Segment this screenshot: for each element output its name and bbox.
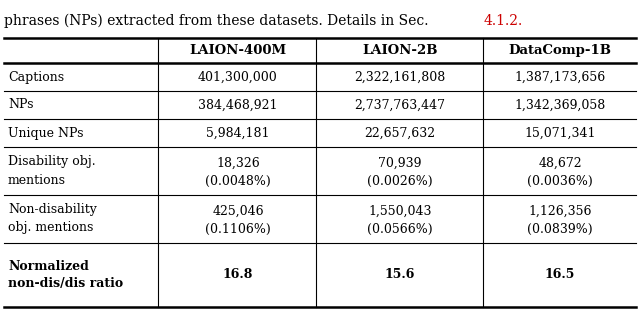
Text: NPs: NPs [8, 99, 33, 111]
Text: (0.0036%): (0.0036%) [527, 174, 593, 188]
Text: LAION-400M: LAION-400M [189, 44, 287, 57]
Text: 1,342,369,058: 1,342,369,058 [515, 99, 605, 111]
Text: 1,387,173,656: 1,387,173,656 [515, 71, 605, 84]
Text: Disability obj.
mentions: Disability obj. mentions [8, 155, 95, 187]
Text: 16.5: 16.5 [545, 269, 575, 281]
Text: 15.6: 15.6 [385, 269, 415, 281]
Text: 425,046: 425,046 [212, 204, 264, 217]
Text: 5,984,181: 5,984,181 [206, 126, 269, 139]
Text: Captions: Captions [8, 71, 64, 84]
Text: Unique NPs: Unique NPs [8, 126, 83, 139]
Text: 48,672: 48,672 [538, 157, 582, 169]
Text: 1,550,043: 1,550,043 [368, 204, 432, 217]
Text: Normalized
non-dis/dis ratio: Normalized non-dis/dis ratio [8, 260, 123, 290]
Text: 70,939: 70,939 [378, 157, 422, 169]
Text: (0.0048%): (0.0048%) [205, 174, 271, 188]
Text: LAION-2B: LAION-2B [362, 44, 438, 57]
Text: 15,071,341: 15,071,341 [524, 126, 596, 139]
Text: 18,326: 18,326 [216, 157, 260, 169]
Text: Non-disability
obj. mentions: Non-disability obj. mentions [8, 203, 97, 235]
Text: phrases (NPs) extracted from these datasets. Details in Sec.: phrases (NPs) extracted from these datas… [4, 14, 433, 28]
Text: 401,300,000: 401,300,000 [198, 71, 278, 84]
Text: (0.0839%): (0.0839%) [527, 222, 593, 236]
Text: 384,468,921: 384,468,921 [198, 99, 278, 111]
Text: 2,322,161,808: 2,322,161,808 [355, 71, 445, 84]
Text: DataComp-1B: DataComp-1B [509, 44, 611, 57]
Text: (0.0566%): (0.0566%) [367, 222, 433, 236]
Text: (0.0026%): (0.0026%) [367, 174, 433, 188]
Text: 16.8: 16.8 [223, 269, 253, 281]
Text: 4.1.2.: 4.1.2. [484, 14, 524, 28]
Text: 22,657,632: 22,657,632 [364, 126, 436, 139]
Text: 2,737,763,447: 2,737,763,447 [355, 99, 445, 111]
Text: 1,126,356: 1,126,356 [528, 204, 592, 217]
Text: (0.1106%): (0.1106%) [205, 222, 271, 236]
